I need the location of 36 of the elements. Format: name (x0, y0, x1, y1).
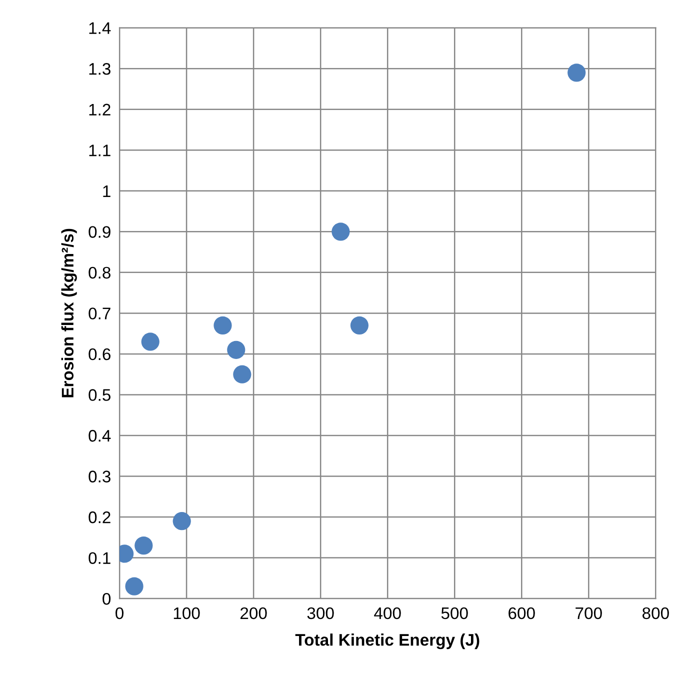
y-tick-label: 0.7 (88, 308, 110, 320)
point (332, 222, 350, 241)
y-tick-label: 0.6 (88, 348, 110, 360)
x-tick-label: 300 (307, 607, 334, 620)
x-tick-label: 500 (441, 607, 468, 620)
y-tick-label: 1.1 (89, 144, 110, 156)
x-tick-label: 800 (642, 607, 669, 620)
y-tick-label: 1.2 (89, 104, 110, 116)
y-tick-label: 1 (103, 185, 110, 197)
y-tick-label: 0.5 (88, 389, 110, 401)
point (125, 577, 144, 596)
x-tick-label: 200 (240, 607, 267, 620)
y-tick-label: 0.3 (88, 470, 110, 482)
point (172, 512, 191, 530)
y-tick-label: 1.4 (89, 22, 111, 34)
point (568, 64, 586, 82)
point (214, 316, 232, 334)
y-tick-label: 0.8 (88, 266, 110, 279)
x-tick-label: 700 (576, 607, 602, 620)
y-tick-label: 0.2 (88, 511, 110, 524)
x-tick-label: 400 (374, 607, 401, 620)
y-tick-label: 0 (102, 592, 111, 605)
point (141, 332, 160, 351)
y-tick-label: 0.4 (88, 430, 111, 442)
x-tick-label: 600 (508, 607, 535, 620)
point (233, 365, 252, 384)
x-tick-label: 0 (116, 607, 124, 620)
y-tick-label: 0.9 (88, 226, 110, 238)
x-tick-label: 100 (174, 607, 200, 620)
x-axis-title: Total Kinetic Energy (J) (295, 634, 480, 650)
y-tick-label: 0.1 (88, 552, 110, 564)
y-tick-label: 1.3 (89, 63, 110, 75)
point (134, 536, 153, 555)
point (227, 340, 246, 359)
y-axis-title: Erosion flux (kg/m²/s) (61, 228, 77, 398)
point (350, 316, 369, 334)
